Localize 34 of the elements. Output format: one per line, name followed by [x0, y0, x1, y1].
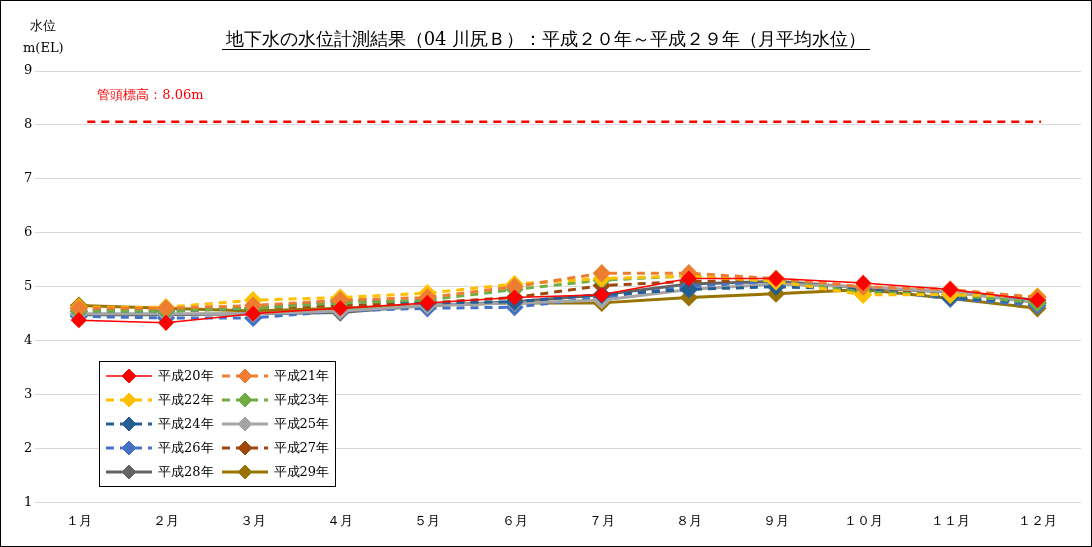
legend-label: 平成20年 — [158, 367, 214, 385]
x-tick-label: ７月 — [588, 512, 615, 528]
y-tick-label: 9 — [23, 62, 33, 78]
legend-label: 平成21年 — [273, 367, 330, 385]
y-tick-label: 7 — [23, 170, 33, 186]
x-tick-label: ４月 — [327, 512, 354, 528]
y-axis-title: 水位 m(EL) — [23, 17, 64, 57]
ref-line-label: 管頭標高：8.06m — [97, 86, 204, 102]
x-tick-label: １０月 — [843, 512, 883, 528]
x-tick-label: ８月 — [675, 512, 702, 528]
chart-title: 地下水の水位計測結果（04 川尻Ｂ）：平成２０年～平成２９年（月平均水位） — [221, 28, 871, 50]
x-tick-label: ２月 — [152, 512, 179, 528]
legend-label: 平成24年 — [158, 415, 214, 433]
legend-label: 平成28年 — [158, 463, 214, 481]
y-tick-label: 5 — [23, 278, 33, 294]
legend-label: 平成25年 — [273, 415, 330, 433]
x-tick-label: ３月 — [240, 512, 267, 528]
legend-label: 平成22年 — [158, 391, 214, 409]
x-tick-label: ９月 — [763, 512, 789, 528]
y-tick-label: 8 — [23, 116, 33, 132]
y-tick-label: 1 — [23, 493, 33, 509]
y-tick-label: 3 — [23, 385, 33, 401]
legend-label: 平成26年 — [158, 439, 214, 457]
x-tick-label: ６月 — [501, 512, 528, 528]
x-tick-label: １月 — [65, 512, 92, 528]
x-tick-label: ５月 — [414, 512, 441, 528]
legend-label: 平成23年 — [273, 391, 330, 409]
y-tick-label: 2 — [23, 439, 33, 455]
y-tick-label: 6 — [23, 224, 33, 240]
x-tick-label: １２月 — [1017, 512, 1057, 528]
x-tick-label: １１月 — [930, 512, 970, 528]
y-tick-label: 4 — [23, 332, 33, 347]
legend-label: 平成27年 — [273, 439, 330, 457]
legend-label: 平成29年 — [273, 463, 330, 481]
